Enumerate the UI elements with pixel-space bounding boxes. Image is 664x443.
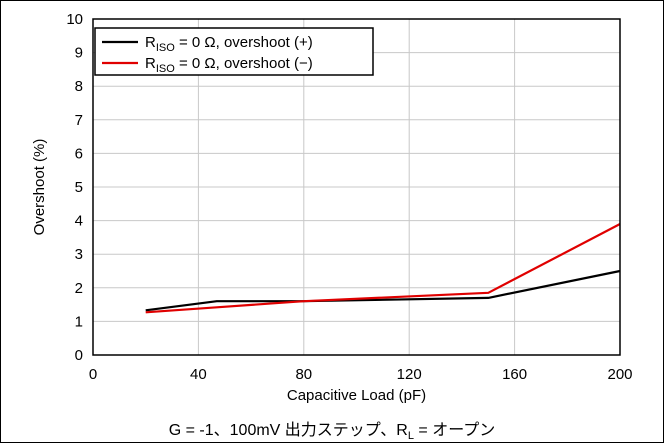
y-tick-label: 1 [75, 313, 83, 330]
x-tick-label: 200 [607, 366, 632, 383]
y-tick-label: 8 [75, 78, 83, 95]
y-tick-label: 6 [75, 145, 83, 162]
series-line-1 [145, 269, 621, 312]
caption-subscript: L [407, 430, 414, 443]
x-axis-title: Capacitive Load (pF) [287, 387, 426, 404]
x-tick-label: 80 [295, 366, 312, 383]
y-tick-label: 9 [75, 45, 83, 62]
y-tick-label: 0 [75, 347, 83, 364]
caption-suffix: = オープン [413, 422, 496, 439]
legend-box [94, 27, 374, 76]
caption-prefix: G = -1、100mV 出力ステップ、R [168, 422, 408, 439]
plot-area-border [92, 18, 621, 356]
legend-label-1: RISO = 0 Ω, overshoot (+) [145, 34, 313, 54]
y-tick-label: 4 [75, 213, 83, 230]
x-tick-label: 0 [89, 366, 97, 383]
y-tick-label: 7 [75, 112, 83, 129]
legend-label-2: RISO = 0 Ω, overshoot (−) [145, 55, 313, 75]
y-axis-title: Overshoot (%) [31, 139, 48, 236]
legend: RISO = 0 Ω, overshoot (+)RISO = 0 Ω, ove… [94, 27, 374, 76]
y-tick-label: 10 [66, 11, 83, 28]
y-tick-label: 2 [75, 280, 83, 297]
x-tick-label: 120 [397, 366, 422, 383]
series-line-2 [145, 223, 621, 314]
tick-labels: 0 40 80 120 160 200 0 1 2 3 4 5 6 7 8 9 10 [66, 11, 632, 383]
y-tick-label: 3 [75, 246, 83, 263]
chart-caption: G = -1、100mV 出力ステップ、RL = オープン [0, 416, 664, 442]
y-tick-label: 5 [75, 179, 83, 196]
series-lines [145, 223, 621, 314]
x-tick-label: 160 [502, 366, 527, 383]
x-tick-label: 40 [190, 366, 207, 383]
